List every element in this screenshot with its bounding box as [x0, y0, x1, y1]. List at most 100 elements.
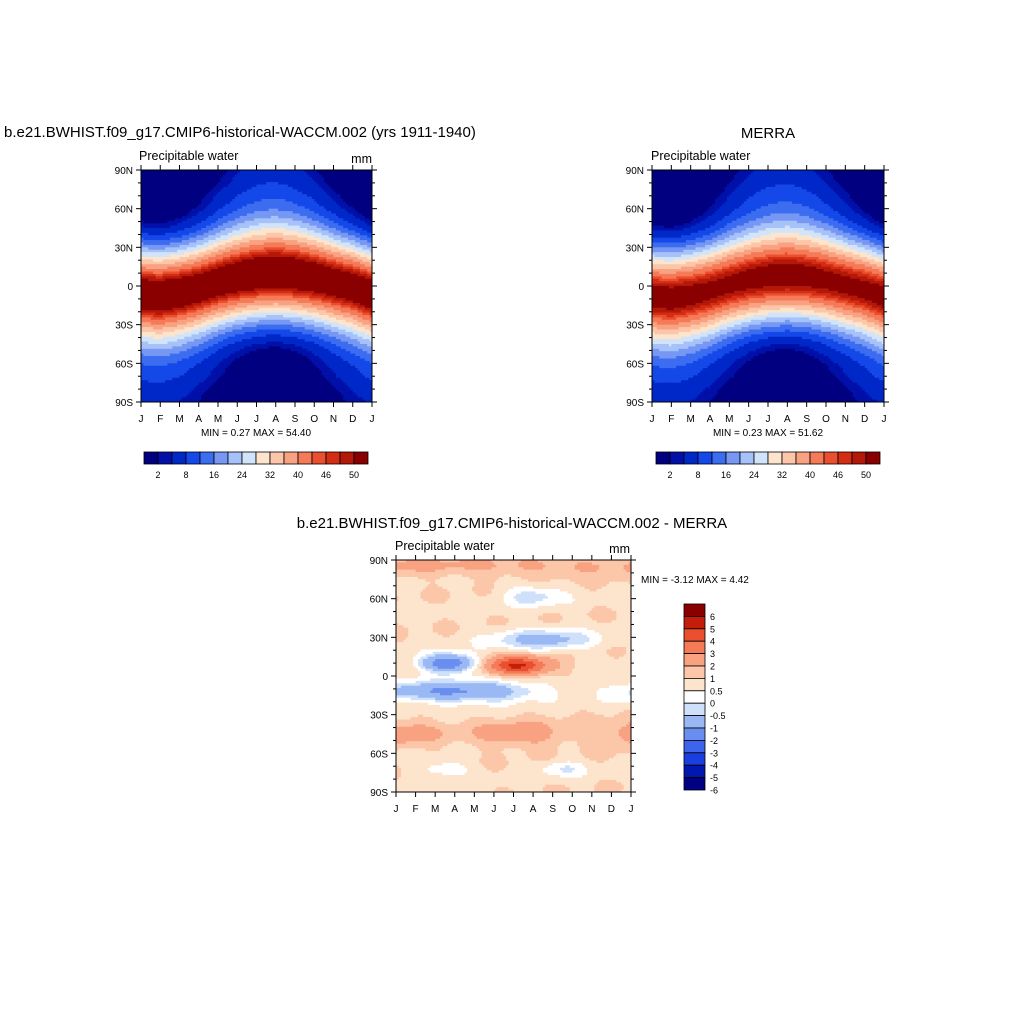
field-cell — [186, 281, 190, 285]
field-cell — [143, 276, 147, 280]
field-cell — [205, 269, 209, 273]
field-cell — [345, 223, 349, 227]
field-cell — [266, 223, 270, 227]
field-cell — [244, 247, 248, 251]
field-cell — [282, 177, 286, 181]
field-cell — [355, 244, 359, 248]
field-cell — [295, 276, 299, 280]
field-cell — [143, 228, 147, 232]
field-cell — [193, 196, 197, 200]
field-cell — [333, 208, 337, 212]
field-cell — [316, 283, 320, 287]
field-cell — [184, 199, 188, 203]
field-cell — [145, 206, 149, 210]
field-cell — [196, 249, 200, 253]
field-cell — [153, 184, 157, 188]
field-cell — [321, 174, 325, 178]
field-cell — [189, 244, 193, 248]
field-cell — [343, 223, 347, 227]
field-cell — [215, 172, 219, 176]
field-cell — [343, 266, 347, 270]
field-cell — [350, 254, 354, 258]
field-cell — [268, 184, 272, 188]
field-cell — [246, 247, 250, 251]
field-cell — [270, 247, 274, 251]
field-cell — [309, 220, 313, 224]
field-cell — [148, 172, 152, 176]
field-cell — [153, 240, 157, 244]
field-cell — [177, 199, 181, 203]
field-cell — [314, 242, 318, 246]
field-cell — [307, 208, 311, 212]
field-cell — [364, 172, 368, 176]
field-cell — [157, 288, 161, 292]
field-cell — [186, 266, 190, 270]
field-cell — [331, 189, 335, 193]
field-cell — [201, 288, 205, 292]
field-cell — [191, 215, 195, 219]
field-cell — [225, 242, 229, 246]
field-cell — [275, 223, 279, 227]
field-cell — [287, 208, 291, 212]
field-cell — [141, 290, 145, 294]
field-cell — [254, 208, 258, 212]
field-cell — [280, 235, 284, 239]
field-cell — [270, 293, 274, 297]
field-cell — [155, 182, 159, 186]
field-cell — [263, 259, 267, 263]
field-cell — [251, 203, 255, 207]
field-cell — [266, 172, 270, 176]
field-cell — [239, 201, 243, 205]
field-cell — [201, 276, 205, 280]
field-cell — [263, 199, 267, 203]
field-cell — [172, 186, 176, 190]
field-cell — [343, 283, 347, 287]
field-cell — [210, 215, 214, 219]
field-cell — [316, 278, 320, 282]
field-cell — [311, 179, 315, 183]
field-cell — [148, 189, 152, 193]
field-cell — [340, 196, 344, 200]
field-cell — [186, 184, 190, 188]
field-cell — [181, 184, 185, 188]
field-cell — [261, 230, 265, 234]
field-cell — [328, 283, 332, 287]
field-cell — [364, 293, 368, 297]
field-cell — [167, 249, 171, 253]
field-cell — [326, 242, 330, 246]
field-cell — [191, 237, 195, 241]
field-cell — [338, 220, 342, 224]
field-cell — [215, 218, 219, 222]
field-cell — [335, 230, 339, 234]
field-cell — [362, 208, 366, 212]
field-cell — [179, 232, 183, 236]
field-cell — [367, 259, 371, 263]
field-cell — [218, 225, 222, 229]
field-cell — [369, 237, 372, 241]
field-cell — [167, 228, 171, 232]
field-cell — [340, 186, 344, 190]
field-cell — [201, 196, 205, 200]
field-cell — [357, 228, 361, 232]
field-cell — [307, 220, 311, 224]
field-cell — [367, 278, 371, 282]
field-cell — [162, 293, 166, 297]
field-cell — [343, 257, 347, 261]
field-cell — [218, 223, 222, 227]
field-cell — [309, 257, 313, 261]
field-cell — [249, 293, 253, 297]
field-cell — [326, 213, 330, 217]
field-cell — [275, 225, 279, 229]
field-cell — [196, 191, 200, 195]
field-cell — [220, 230, 224, 234]
field-cell — [282, 218, 286, 222]
field-cell — [352, 199, 356, 203]
field-cell — [307, 249, 311, 253]
field-cell — [181, 189, 185, 193]
field-cell — [258, 208, 262, 212]
field-cell — [165, 177, 169, 181]
field-cell — [251, 189, 255, 193]
field-cell — [302, 170, 306, 174]
field-cell — [239, 218, 243, 222]
field-cell — [172, 293, 176, 297]
